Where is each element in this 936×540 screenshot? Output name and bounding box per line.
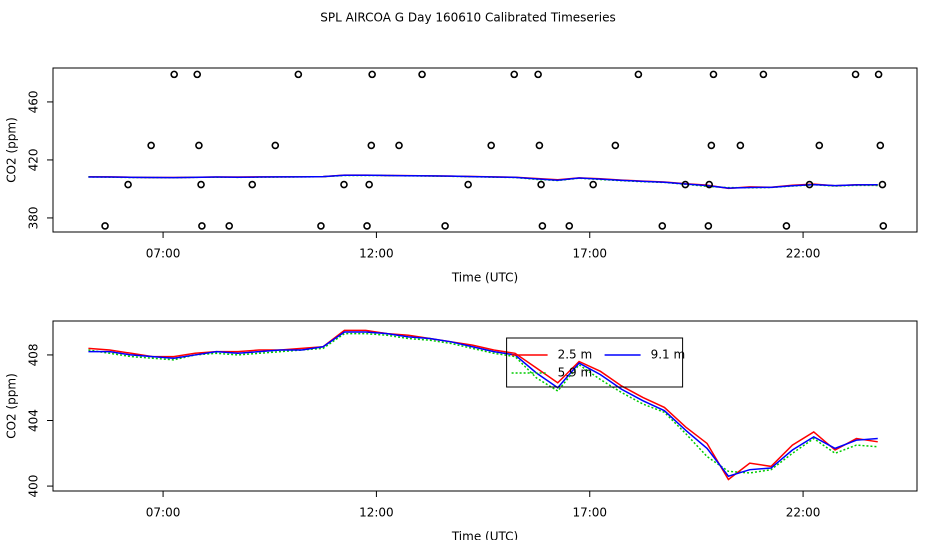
- plot-frame: [52, 67, 918, 233]
- legend-label: 2.5 m: [558, 348, 593, 362]
- data-point: [815, 141, 824, 150]
- data-point: [395, 141, 403, 150]
- data-point: [147, 141, 155, 150]
- y-tick-label: 404: [27, 409, 41, 432]
- data-point: [565, 222, 574, 230]
- data-point: [195, 141, 203, 150]
- data-point: [874, 70, 883, 79]
- data-point: [340, 180, 348, 189]
- data-line: [88, 332, 878, 474]
- data-point: [611, 141, 620, 150]
- data-point: [589, 180, 597, 189]
- x-axis-label: Time (UTC): [451, 530, 518, 540]
- data-point: [879, 222, 888, 230]
- data-point: [363, 222, 371, 230]
- data-point: [707, 141, 716, 150]
- data-point: [658, 222, 667, 230]
- data-point: [782, 222, 791, 230]
- data-point: [197, 180, 205, 189]
- data-point: [805, 180, 814, 189]
- data-point: [510, 70, 519, 79]
- y-tick-label: 460: [27, 90, 41, 113]
- data-point: [294, 70, 303, 79]
- x-tick-label: 12:00: [359, 247, 394, 261]
- x-tick-label: 07:00: [146, 506, 181, 520]
- data-point: [124, 180, 132, 189]
- data-point: [878, 180, 887, 189]
- data-point: [534, 70, 542, 79]
- data-point: [365, 180, 373, 189]
- x-tick-label: 22:00: [786, 506, 821, 520]
- data-point: [487, 141, 495, 150]
- data-point: [418, 70, 426, 79]
- legend-frame: [506, 337, 684, 388]
- y-tick-label: 408: [27, 343, 41, 366]
- data-point: [193, 70, 202, 79]
- y-axis-label: CO2 (ppm): [5, 373, 19, 439]
- data-point: [535, 141, 544, 150]
- data-line: [88, 331, 878, 478]
- y-tick-label: 420: [27, 148, 41, 171]
- x-tick-label: 07:00: [146, 247, 181, 261]
- data-point: [441, 222, 449, 230]
- data-point: [170, 70, 178, 79]
- data-point: [705, 180, 714, 189]
- y-axis-label: CO2 (ppm): [5, 117, 19, 183]
- data-point: [538, 222, 547, 230]
- plot-frame: [52, 320, 918, 492]
- data-point: [851, 70, 860, 79]
- data-point: [367, 141, 376, 150]
- data-point: [368, 70, 376, 79]
- data-point: [709, 70, 718, 79]
- data-point: [537, 180, 545, 189]
- legend-label: 5.9 m: [558, 366, 593, 380]
- data-point: [101, 222, 109, 230]
- data-point: [634, 70, 643, 79]
- chart-title: SPL AIRCOA G Day 160610 Calibrated Times…: [320, 11, 615, 25]
- data-point: [876, 141, 885, 150]
- data-point: [248, 180, 257, 189]
- x-axis-label: Time (UTC): [451, 271, 518, 285]
- data-point: [464, 180, 472, 189]
- data-line: [88, 174, 878, 189]
- data-point: [198, 222, 206, 230]
- data-point: [225, 222, 234, 230]
- x-tick-label: 22:00: [786, 247, 821, 261]
- x-tick-label: 17:00: [572, 247, 607, 261]
- data-point: [681, 180, 690, 189]
- data-point: [759, 70, 768, 79]
- data-point: [704, 222, 713, 230]
- data-point: [317, 222, 325, 230]
- y-tick-label: 380: [27, 206, 41, 229]
- x-tick-label: 12:00: [359, 506, 394, 520]
- y-tick-label: 400: [27, 475, 41, 498]
- x-tick-label: 17:00: [572, 506, 607, 520]
- legend-label: 9.1 m: [651, 348, 686, 362]
- data-point: [271, 141, 280, 150]
- data-point: [736, 141, 745, 150]
